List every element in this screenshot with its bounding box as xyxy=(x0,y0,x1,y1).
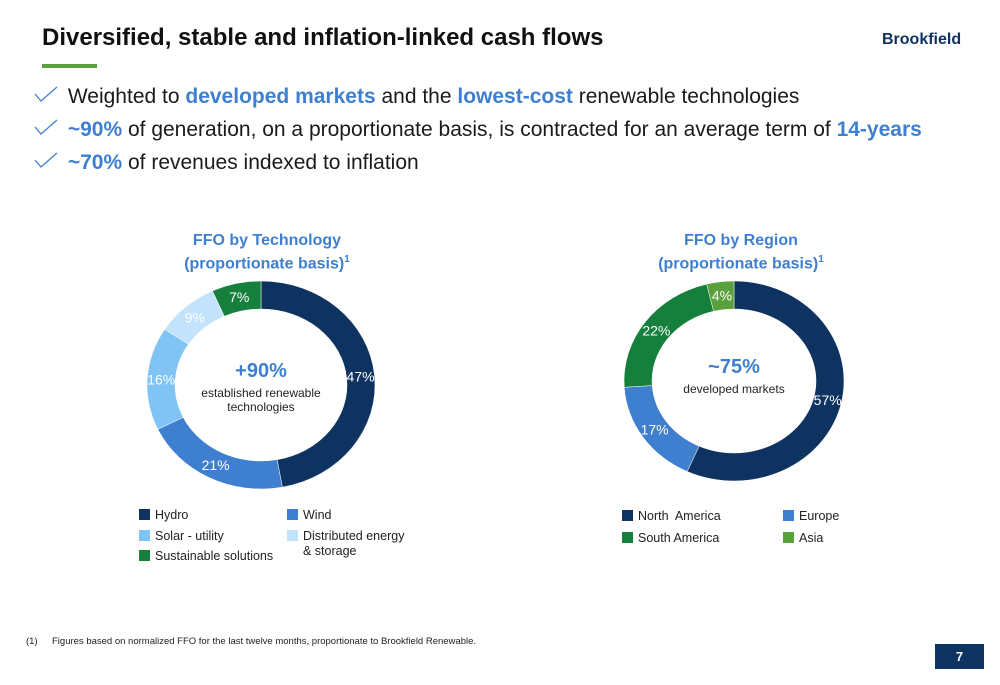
check-icon xyxy=(34,85,62,109)
center-label: established renewable xyxy=(201,386,321,400)
bullet-contracted-generation: ~90% of generation, on a proportionate b… xyxy=(34,118,922,142)
legend-item-asia: Asia xyxy=(783,531,823,546)
legend-item-north-america: North America xyxy=(622,509,721,524)
slice-hydro xyxy=(260,280,376,488)
legend-swatch xyxy=(139,550,150,561)
bullet-highlight: ~70% xyxy=(67,151,123,174)
data-label-europe: 17% xyxy=(641,421,669,437)
bullet-inflation-indexed: ~70% of revenues indexed to inflation xyxy=(34,151,419,175)
data-label-solar-utility: 16% xyxy=(147,371,175,387)
brookfield-logo: Brookfield xyxy=(882,31,962,48)
center-value: ~75% xyxy=(708,356,760,378)
bullet-text: renewable technologies xyxy=(572,85,800,108)
legend-item-wind: Wind xyxy=(287,508,331,523)
legend-swatch xyxy=(139,509,150,520)
slice-sustainable-solutions xyxy=(212,280,262,317)
legend-item-hydro: Hydro xyxy=(139,508,188,523)
footnote-number: (1) xyxy=(26,636,38,647)
technology-chart-title: FFO by Technology (proportionate basis)1 xyxy=(184,232,350,273)
data-label-distributed-energy-storage: 9% xyxy=(185,309,205,325)
data-label-wind: 21% xyxy=(202,457,230,473)
page-number: 7 xyxy=(935,644,984,669)
bullet-text: Weighted to xyxy=(67,85,186,108)
check-icon xyxy=(34,151,62,175)
bullet-developed-markets: Weighted to developed markets and the lo… xyxy=(34,85,799,109)
data-label-north-america: 57% xyxy=(814,392,842,408)
bullet-text: and the xyxy=(375,85,458,108)
slice-asia xyxy=(706,280,735,312)
legend-swatch xyxy=(287,530,298,541)
data-label-sustainable-solutions: 7% xyxy=(229,289,249,305)
bullet-highlight: ~90% xyxy=(67,118,123,141)
title-accent-rule xyxy=(42,64,97,68)
bullet-highlight: lowest-cost xyxy=(457,85,573,108)
slice-wind xyxy=(157,417,283,490)
data-label-hydro: 47% xyxy=(347,369,375,385)
data-label-asia: 4% xyxy=(712,288,732,304)
data-label-south-america: 22% xyxy=(642,322,670,338)
legend-swatch xyxy=(622,510,633,521)
region-donut-chart: 57% 17% 22% 4% ~75% developed markets xyxy=(623,280,845,482)
legend-swatch xyxy=(622,532,633,543)
legend-item-sustainable-solutions: Sustainable solutions xyxy=(139,549,273,564)
legend-swatch xyxy=(139,530,150,541)
bullet-highlight: developed markets xyxy=(185,85,376,108)
technology-donut-chart: 47% 21% 16% 9% 7% +90% established renewablete… xyxy=(146,280,376,490)
legend-item-europe: Europe xyxy=(783,509,839,524)
check-icon xyxy=(34,118,62,142)
legend-item-south-america: South America xyxy=(622,531,719,546)
center-value: +90% xyxy=(235,360,287,382)
region-chart-title: FFO by Region (proportionate basis)1 xyxy=(658,232,824,273)
center-label: developed markets xyxy=(683,382,784,396)
bullet-highlight: 14-years xyxy=(836,118,922,141)
footnote: (1) Figures based on normalized FFO for t… xyxy=(26,636,476,647)
center-label: technologies xyxy=(227,400,294,414)
footnote-text: Figures based on normalized FFO for the … xyxy=(52,636,477,647)
legend-item-solar-utility: Solar - utility xyxy=(139,529,224,544)
legend-swatch xyxy=(287,509,298,520)
legend-swatch xyxy=(783,510,794,521)
legend-item-distributed-energy: Distributed energy & storage xyxy=(287,529,404,559)
slice-north-america xyxy=(686,280,845,482)
legend-swatch xyxy=(783,532,794,543)
page-title: Diversified, stable and inflation-linked… xyxy=(42,24,604,51)
bullet-text: of generation, on a proportionate basis,… xyxy=(122,118,837,141)
bullet-text: of revenues indexed to inflation xyxy=(122,151,419,174)
